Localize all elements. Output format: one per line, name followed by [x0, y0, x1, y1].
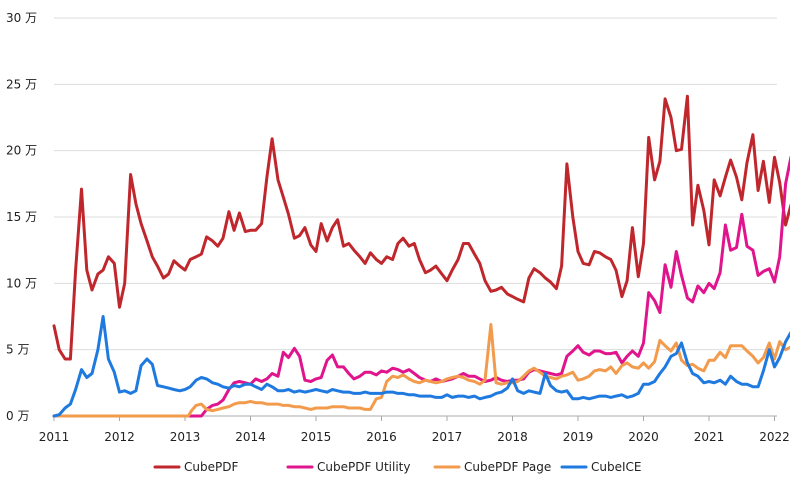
x-tick-label: 2013	[170, 430, 201, 444]
x-tick-label: 2015	[301, 430, 332, 444]
legend-label: CubePDF	[184, 460, 238, 474]
y-tick-label: 30 万	[6, 11, 37, 25]
x-tick-label: 2020	[628, 430, 659, 444]
gridlines	[54, 17, 777, 351]
y-axis-tick-labels: 0 万 5 万 10 万 15 万 20 万 25 万 30 万	[6, 11, 37, 423]
x-tick-label: 2012	[104, 430, 135, 444]
y-tick-label: 0 万	[6, 409, 29, 423]
x-tick-label: 2022	[759, 430, 790, 444]
legend-label: CubePDF Utility	[317, 460, 410, 474]
y-tick-label: 20 万	[6, 144, 37, 158]
y-tick-label: 15 万	[6, 210, 37, 224]
x-tick-label: 2017	[432, 430, 463, 444]
series-line-1	[52, 156, 790, 418]
x-tick-label: 2016	[366, 430, 397, 444]
y-tick-label: 25 万	[6, 77, 37, 91]
series-line-0	[52, 94, 790, 361]
x-tick-label: 2018	[497, 430, 528, 444]
series-line-2	[52, 323, 790, 418]
x-tick-label: 2014	[235, 430, 266, 444]
x-tick-label: 2011	[39, 430, 70, 444]
legend-label: CubePDF Page	[464, 460, 551, 474]
legend: CubePDF CubePDF Utility CubePDF Page CubeIC…	[153, 460, 641, 474]
x-tick-label: 2021	[694, 430, 725, 444]
series-lines	[52, 94, 790, 418]
y-tick-label: 5 万	[6, 343, 29, 357]
x-tick-label: 2019	[563, 430, 594, 444]
series-line-3	[52, 315, 790, 418]
y-tick-label: 10 万	[6, 276, 37, 290]
x-axis: 2011 2012 2013 2014 2015 2016 2017 2018 2019 2020…	[39, 415, 790, 444]
legend-label: CubeICE	[591, 460, 641, 474]
